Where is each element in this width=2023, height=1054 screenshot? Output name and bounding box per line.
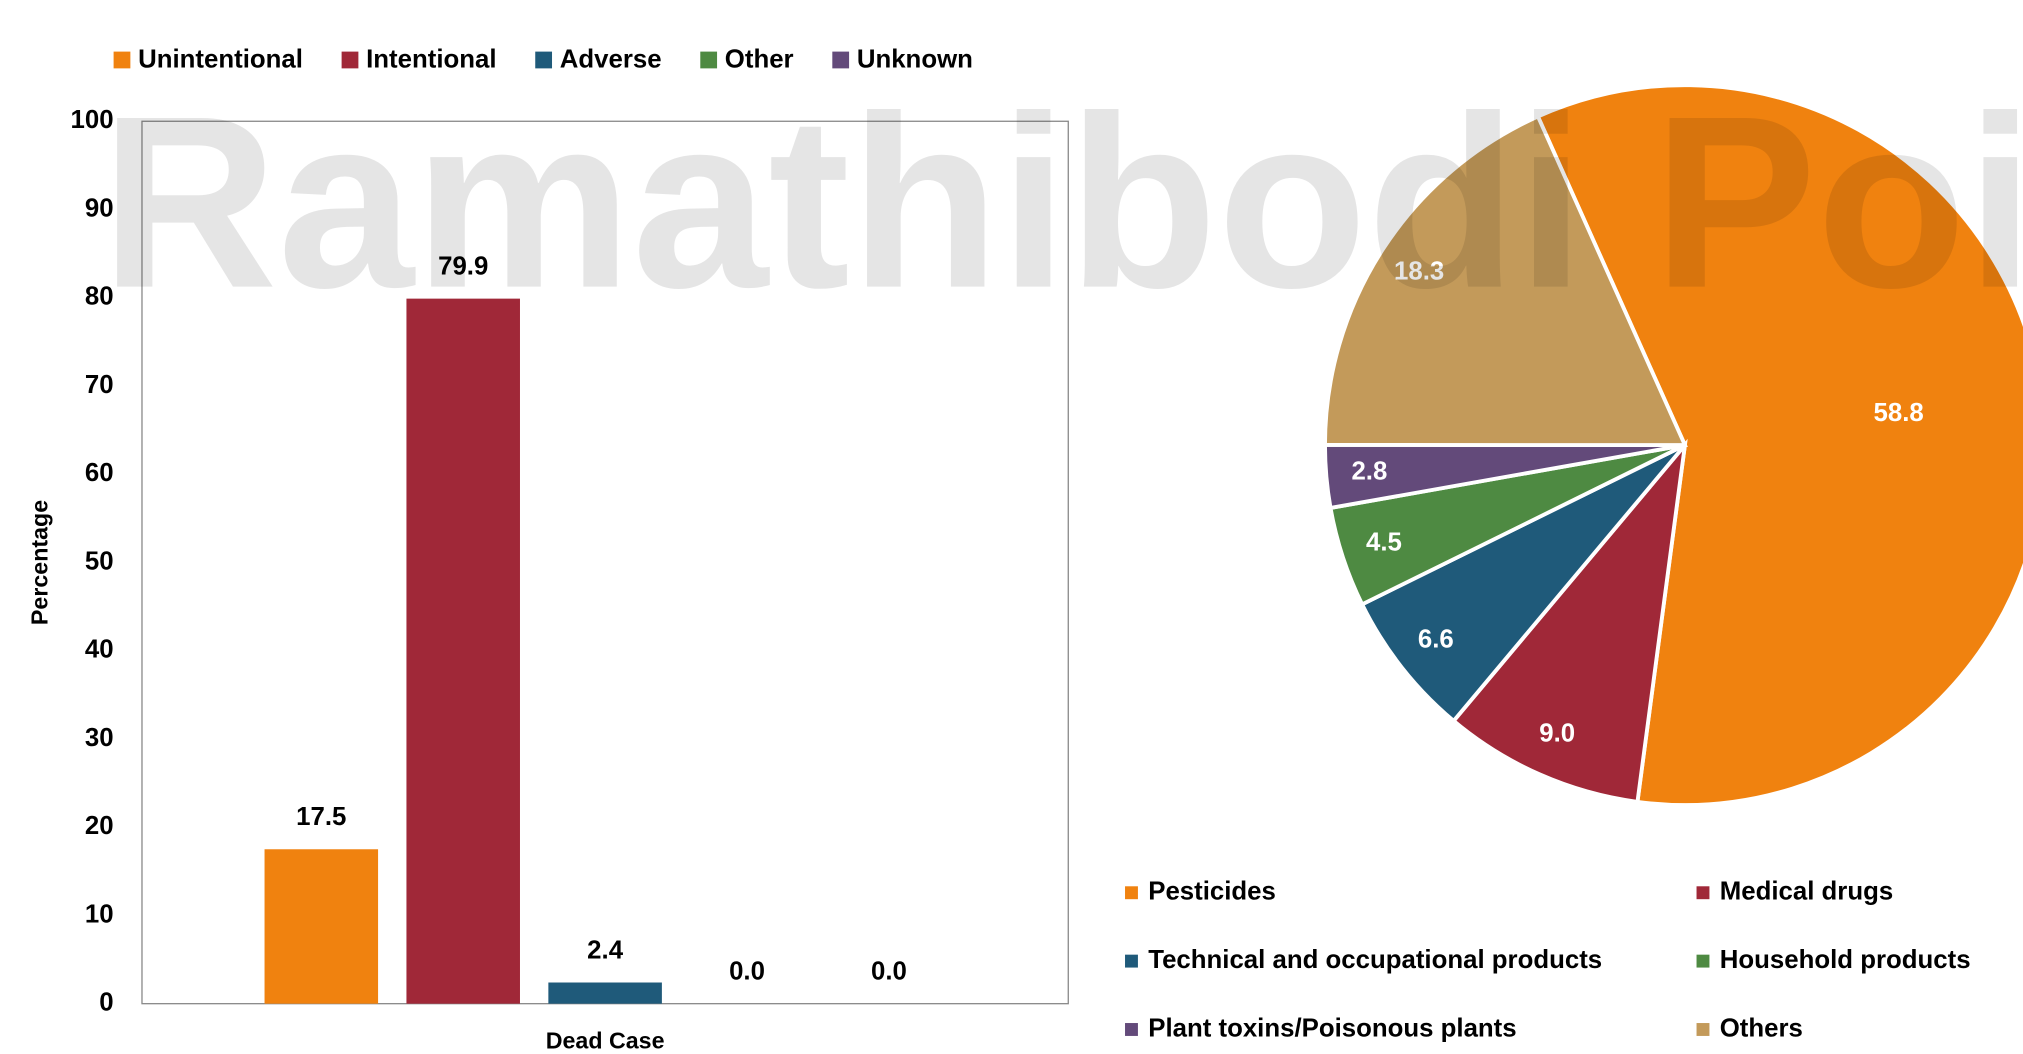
pie-slice (1535, 83, 2023, 807)
y-axis-label: Percentage (26, 500, 52, 625)
legend-swatch (1696, 1023, 1710, 1036)
legend-swatch (341, 51, 359, 69)
legend-label: Unintentional (138, 45, 303, 73)
slice-label: 58.8 (1874, 399, 1924, 427)
slice-label: 18.3 (1394, 258, 1444, 286)
legend-swatch (1125, 954, 1138, 968)
legend-label: Plant toxins/Poisonous plants (1148, 1014, 1516, 1042)
legend-label: Unknown (857, 45, 973, 73)
pie-slice (1450, 438, 1688, 805)
legend-swatch (1125, 886, 1138, 900)
slice-label: 2.8 (1351, 458, 1387, 486)
data-label: 2.4 (587, 936, 624, 964)
pie-slice (1323, 113, 1688, 448)
bar (264, 849, 379, 1004)
data-label: 79.9 (438, 252, 488, 280)
y-tick-label: 20 (85, 812, 114, 840)
y-tick-label: 70 (85, 371, 114, 399)
legend-label: Household products (1720, 946, 1971, 974)
bar (406, 298, 520, 1004)
data-label: 17.5 (296, 803, 346, 831)
legend-swatch (1125, 1023, 1138, 1036)
y-tick-label: 50 (85, 547, 114, 575)
x-tick-label: Dead Case (546, 1028, 665, 1054)
legend-swatch (700, 51, 718, 69)
pie-slice (1359, 443, 1687, 724)
pie-chart: 58.8 9.0 6.6 4.5 2.8 18.3 Pesticides Medical dr… (1125, 83, 2023, 1042)
legend-label: Technical and occupational products (1148, 946, 1602, 974)
slice-label: 6.6 (1418, 626, 1454, 654)
y-tick-label: 90 (85, 194, 114, 222)
y-tick-label: 80 (85, 283, 114, 311)
legend-swatch (535, 51, 553, 69)
slice-label: 9.0 (1539, 720, 1575, 748)
legend-swatch (1696, 886, 1710, 900)
legend-label: Adverse (560, 45, 662, 73)
legend-swatch (113, 51, 131, 69)
y-tick-label: 60 (85, 459, 114, 487)
slice-label: 4.5 (1366, 529, 1402, 557)
legend-label: Medical drugs (1720, 878, 1893, 906)
legend-swatch (832, 51, 850, 69)
legend-swatch (1696, 954, 1710, 968)
y-tick-label: 100 (71, 106, 114, 134)
y-tick-label: 10 (85, 900, 114, 928)
legend-label: Pesticides (1148, 878, 1276, 906)
watermark: Ramathibodi Pois (101, 65, 2023, 339)
legend-label: Intentional (366, 45, 496, 73)
y-tick-label: 40 (85, 636, 114, 664)
legend-label: Other (725, 45, 794, 73)
watermark-layer: Ramathibodi Pois (101, 65, 2023, 339)
data-label: 0.0 (729, 958, 765, 986)
data-label: 0.0 (871, 958, 907, 986)
bar (548, 982, 662, 1004)
bar-chart: 0 10 20 30 40 50 60 70 80 90 100 Percentage Dead Cas… (26, 45, 1069, 1054)
y-tick-label: 0 (99, 988, 113, 1016)
legend-label: Others (1720, 1014, 1803, 1042)
y-tick-label: 30 (85, 724, 114, 752)
